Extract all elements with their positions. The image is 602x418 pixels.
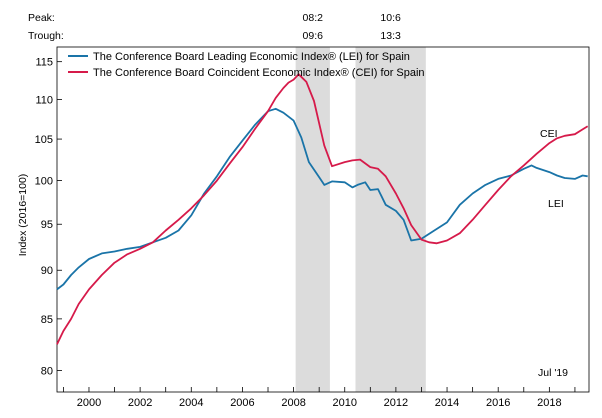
y-tick-label: 105 [35, 134, 53, 146]
x-tick-label: 2008 [281, 397, 305, 409]
cei-series-line [56, 73, 589, 345]
recession-peak-date: 08:2 [303, 12, 324, 24]
peak-label: Peak: [28, 12, 55, 24]
recession-trough-date: 09:6 [303, 30, 324, 42]
x-tick-label: 2012 [384, 397, 408, 409]
x-tick-label: 2006 [230, 397, 254, 409]
recession-dates: 08:2 09:6 10:6 13:3 [303, 12, 401, 42]
x-tick-label: 2014 [435, 397, 459, 409]
x-tick-label: 2004 [179, 397, 203, 409]
trough-label: Trough: [28, 30, 64, 42]
recession-band [295, 47, 330, 392]
recession-band [355, 47, 426, 392]
y-tick-label: 85 [41, 314, 53, 326]
recession-trough-date: 13:3 [380, 30, 401, 42]
cei-series-label: CEI [540, 128, 558, 140]
x-axis: 2000 2002 2004 2006 2008 2010 2012 2014 2016 2018 [62, 387, 576, 409]
plot-area [56, 46, 590, 393]
legend-label-lei: The Conference Board Leading Economic In… [93, 51, 410, 63]
y-tick-label: 95 [41, 219, 53, 231]
y-tick-label: 110 [35, 94, 53, 106]
x-tick-label: 2010 [332, 397, 356, 409]
series-lines [56, 73, 589, 345]
lei-series-label: LEI [548, 198, 564, 210]
recession-peak-date: 10:6 [380, 12, 401, 24]
y-tick-label: 90 [41, 265, 53, 277]
y-tick-label: 100 [35, 176, 53, 188]
y-axis: 80 85 90 95 100 105 110 115 [35, 57, 62, 377]
y-tick-label: 80 [41, 365, 53, 377]
y-tick-label: 115 [35, 57, 53, 69]
x-tick-label: 2016 [486, 397, 510, 409]
legend-label-cei: The Conference Board Coincident Economic… [93, 67, 425, 79]
x-tick-label: 2000 [77, 397, 101, 409]
x-tick-label: 2002 [128, 397, 152, 409]
latest-date-annotation: Jul '19 [538, 367, 568, 379]
recession-shading [295, 47, 426, 392]
x-tick-label: 2018 [537, 397, 561, 409]
y-axis-title: Index (2016=100) [17, 174, 29, 257]
legend: The Conference Board Leading Economic In… [68, 51, 425, 79]
